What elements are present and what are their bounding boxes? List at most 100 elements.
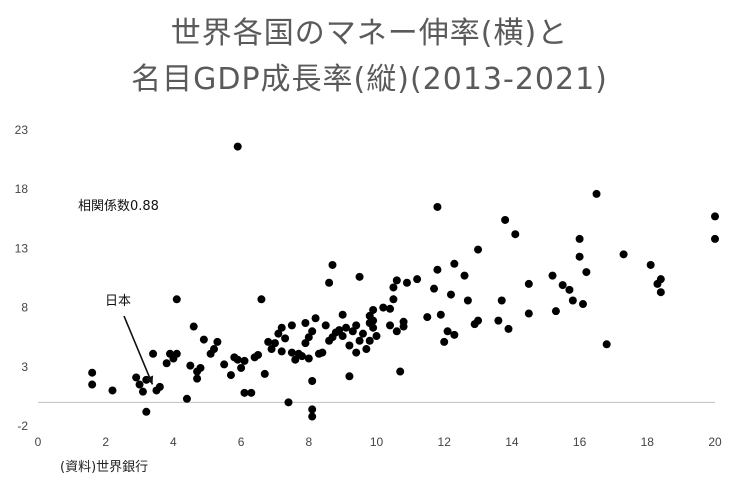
data-point (565, 285, 574, 294)
x-tick-label: 0 (35, 435, 42, 449)
x-tick-label: 20 (708, 435, 722, 449)
data-point (311, 314, 320, 323)
y-tick-label: 23 (15, 123, 29, 137)
data-point (497, 296, 506, 305)
data-point (325, 278, 334, 287)
data-point (182, 394, 191, 403)
data-point (142, 407, 151, 416)
data-point (281, 334, 290, 343)
data-point (352, 321, 361, 330)
data-point (402, 278, 411, 287)
data-point (254, 350, 263, 359)
data-point (578, 300, 587, 309)
data-point (474, 245, 483, 254)
source-note: (資料)世界銀行 (60, 460, 149, 475)
data-point (284, 398, 293, 407)
data-point (362, 345, 371, 354)
y-tick-label: 13 (15, 241, 29, 255)
data-point (233, 355, 242, 364)
data-point (511, 230, 520, 239)
data-point (210, 345, 219, 354)
data-point (474, 316, 483, 325)
data-point (440, 337, 449, 346)
data-point (172, 349, 181, 358)
data-point (558, 281, 567, 290)
data-point (308, 327, 317, 336)
data-point (436, 310, 445, 319)
data-point (379, 303, 388, 312)
data-point (264, 337, 273, 346)
data-point (132, 373, 141, 382)
data-point (149, 349, 158, 358)
data-point (365, 336, 374, 345)
data-point (345, 341, 354, 350)
data-point (267, 345, 276, 354)
data-point (304, 354, 313, 363)
data-point (345, 372, 354, 381)
data-point (338, 310, 347, 319)
y-tick-label: 3 (21, 360, 28, 374)
data-point (335, 326, 344, 335)
data-point (308, 412, 317, 421)
data-point (524, 309, 533, 318)
data-point (369, 305, 378, 314)
data-point (396, 367, 405, 376)
data-point (199, 335, 208, 344)
data-point (338, 332, 347, 341)
data-point (656, 275, 665, 284)
y-tick-label: -2 (17, 419, 28, 433)
data-point (399, 322, 408, 331)
data-point (389, 295, 398, 304)
y-tick-label: 18 (15, 182, 29, 196)
data-point (446, 290, 455, 299)
x-tick-label: 12 (438, 435, 452, 449)
data-point (575, 252, 584, 261)
x-tick-label: 6 (238, 435, 245, 449)
data-point (247, 388, 256, 397)
data-point (501, 215, 510, 224)
data-point (504, 324, 513, 333)
data-point (392, 276, 401, 285)
data-point (355, 272, 364, 281)
data-point (460, 271, 469, 280)
data-point (88, 380, 97, 389)
data-point (348, 327, 357, 336)
data-point (430, 284, 439, 293)
data-point (291, 355, 300, 364)
data-point (551, 307, 560, 316)
correlation-annotation: 相関係数0.88 (78, 199, 159, 214)
data-point (433, 265, 442, 274)
data-point (342, 323, 351, 332)
chart-title-line1: 世界各国のマネー伸率(横)と (170, 16, 569, 51)
data-point (196, 363, 205, 372)
data-point (88, 368, 97, 377)
x-tick-label: 14 (505, 435, 519, 449)
japan-arrow-head (145, 375, 154, 385)
x-tick-label: 8 (305, 435, 312, 449)
data-point (450, 259, 459, 268)
data-point (413, 275, 422, 284)
data-point (582, 268, 591, 277)
data-point (308, 377, 317, 386)
data-point (237, 363, 246, 372)
x-tick-label: 16 (573, 435, 587, 449)
x-tick-label: 4 (170, 435, 177, 449)
data-point (568, 296, 577, 305)
data-point (240, 356, 249, 365)
data-point (524, 279, 533, 288)
data-point (193, 374, 202, 383)
data-point (646, 260, 655, 269)
data-point (602, 340, 611, 349)
data-point (287, 348, 296, 357)
x-tick-label: 2 (102, 435, 109, 449)
data-point (226, 371, 235, 380)
data-point (369, 316, 378, 325)
data-point (287, 321, 296, 330)
data-point (592, 189, 601, 198)
japan-arrow (123, 315, 154, 385)
data-point (277, 347, 286, 356)
data-point (172, 295, 181, 304)
data-point (260, 369, 269, 378)
data-point (392, 327, 401, 336)
x-tick-label: 18 (641, 435, 655, 449)
